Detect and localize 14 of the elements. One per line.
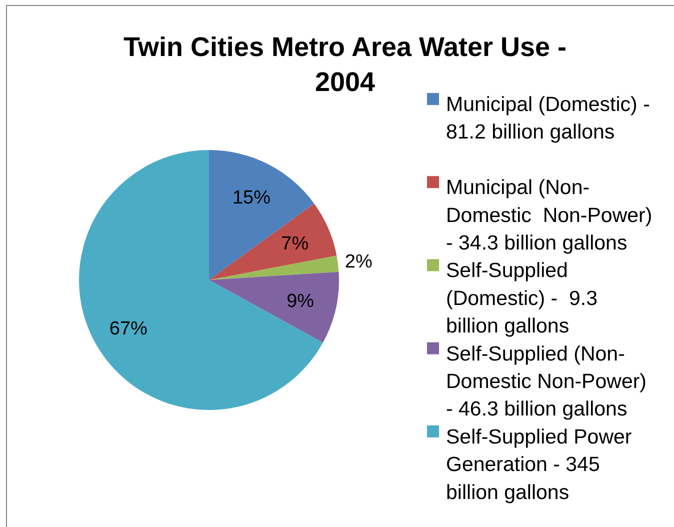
pie-slice bbox=[79, 150, 323, 410]
data-label: 15% bbox=[232, 187, 271, 208]
pie-slice bbox=[209, 256, 339, 280]
pie-slice bbox=[209, 204, 337, 280]
data-label: 67% bbox=[109, 318, 148, 340]
legend-label: Self-Supplied (Non-Domestic Non-Power) - 46.3 billion gallons bbox=[446, 342, 646, 421]
pie-slice bbox=[209, 150, 314, 280]
legend-label: Self-Supplied Power Generation - 345 billion gallons bbox=[446, 425, 632, 504]
legend-label: Municipal (Non-Domestic Non-Power) - 34.3 billion gallons bbox=[446, 176, 652, 254]
pie-slice bbox=[209, 272, 339, 343]
data-label: 7% bbox=[281, 233, 309, 254]
legend-label: Self-Supplied (Domestic) - 9.3 billion gallons bbox=[446, 259, 598, 338]
data-label: 2% bbox=[344, 252, 372, 273]
data-label: 9% bbox=[286, 291, 314, 312]
